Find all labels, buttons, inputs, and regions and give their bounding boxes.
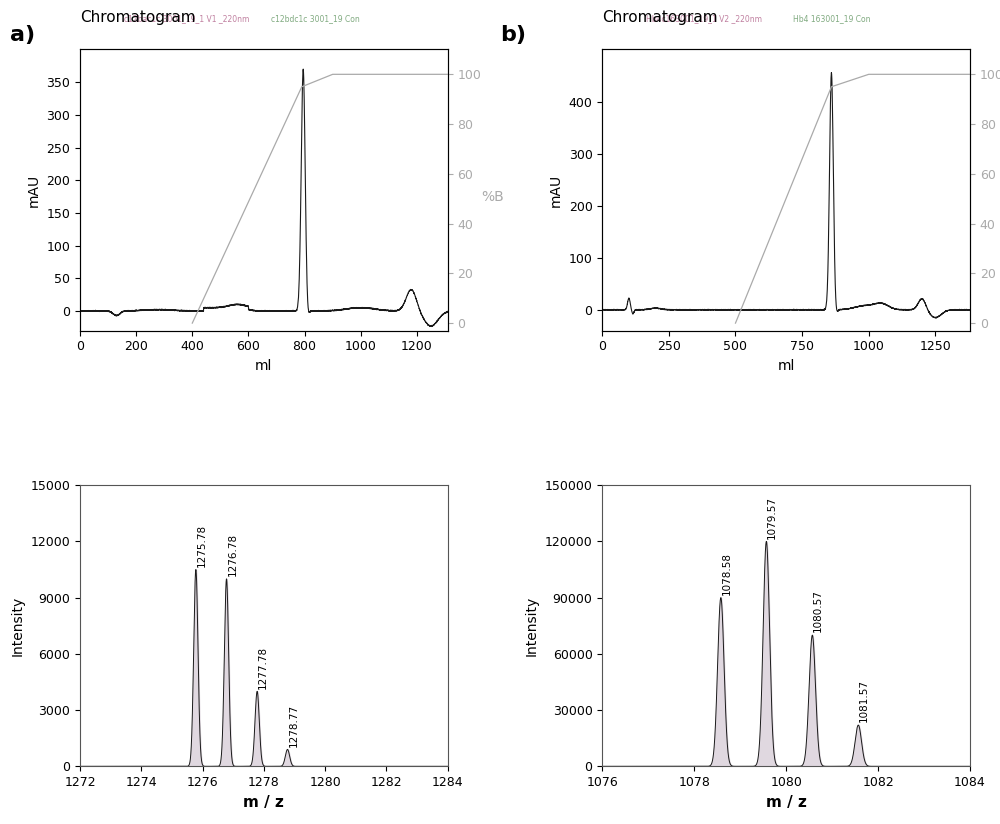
Text: 1081.57: 1081.57 <box>859 679 869 723</box>
X-axis label: m / z: m / z <box>243 794 284 810</box>
X-axis label: m / z: m / z <box>766 794 807 810</box>
Text: 1080.57: 1080.57 <box>813 589 823 632</box>
Text: a): a) <box>10 25 35 44</box>
Y-axis label: mAU: mAU <box>549 173 563 207</box>
Text: c12bdc1c 3001_19 Con: c12bdc1c 3001_19 Con <box>271 14 360 23</box>
Text: Chromatogram: Chromatogram <box>602 10 718 25</box>
Text: 1278.77: 1278.77 <box>288 704 298 747</box>
Text: 1078.58: 1078.58 <box>722 552 732 595</box>
Text: 1079.57: 1079.57 <box>767 495 777 539</box>
Text: 1276.78: 1276.78 <box>227 533 237 576</box>
Y-axis label: %B: %B <box>481 190 504 204</box>
Text: Hb4 163001_19 Con: Hb4 163001_19 Con <box>793 14 871 23</box>
Y-axis label: mAU: mAU <box>27 173 41 207</box>
X-axis label: ml: ml <box>255 358 273 372</box>
Text: b): b) <box>500 25 526 44</box>
X-axis label: ml: ml <box>777 358 795 372</box>
Y-axis label: Intensity: Intensity <box>11 596 25 656</box>
Text: Hb4c163001_19_1 V2 _220nm: Hb4c163001_19_1 V2 _220nm <box>646 14 762 23</box>
Text: c12bac1c 3001_19_1 V1 _220nm: c12bac1c 3001_19_1 V1 _220nm <box>124 14 250 23</box>
Y-axis label: Intensity: Intensity <box>525 596 539 656</box>
Text: Chromatogram: Chromatogram <box>80 10 196 25</box>
Text: 1275.78: 1275.78 <box>197 523 207 567</box>
Text: 1277.78: 1277.78 <box>258 645 268 689</box>
